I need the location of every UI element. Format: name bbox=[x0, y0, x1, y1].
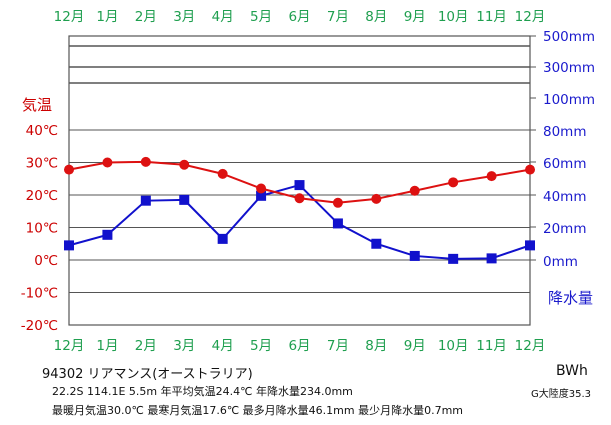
climate-classification: BWh bbox=[556, 363, 588, 379]
temperature-tick-label: 0℃ bbox=[34, 253, 58, 269]
month-label-top: 9月 bbox=[404, 9, 426, 25]
station-extremes: 最暖月気温30.0℃ 最寒月気温17.6℃ 最多月降水量46.1mm 最少月降水… bbox=[52, 404, 464, 417]
temperature-point bbox=[256, 183, 267, 194]
precip-upper-scale-lines bbox=[69, 45, 530, 84]
month-label-bottom: 8月 bbox=[365, 338, 387, 354]
temperature-point bbox=[448, 177, 459, 188]
temperature-point bbox=[409, 185, 420, 196]
continentality-index: G大陸度35.3 bbox=[531, 389, 592, 400]
month-label-top: 3月 bbox=[173, 9, 195, 25]
precipitation-series bbox=[64, 180, 535, 264]
precipitation-point bbox=[140, 195, 151, 206]
precipitation-point bbox=[525, 240, 535, 251]
precipitation-point bbox=[448, 253, 459, 264]
temperature-axis-label: 気温 bbox=[22, 96, 52, 114]
month-label-top: 4月 bbox=[212, 9, 234, 25]
precipitation-axis-ticks: 500mm300mm200mm100mm80mm60mm40mm20mm0mm bbox=[543, 29, 595, 270]
temperature-axis-ticks: 40℃ 30℃ 20℃ 10℃ 0℃ -10℃ -20℃ bbox=[21, 123, 58, 334]
temperature-tick-label: 30℃ bbox=[26, 156, 58, 172]
precipitation-tick-label: 60mm bbox=[543, 156, 586, 172]
month-label-top: 12月 bbox=[515, 9, 546, 25]
temperature-tick-label: 40℃ bbox=[26, 123, 58, 139]
month-label-top: 10月 bbox=[438, 9, 469, 25]
temperature-series bbox=[64, 156, 535, 208]
bottom-month-labels: 12月 1月 2月 3月 4月 5月 6月 7月 8月 9月 10月 11月 12月 bbox=[54, 338, 546, 354]
precipitation-tick-label: 300mm bbox=[543, 60, 595, 76]
month-label-bottom: 3月 bbox=[173, 338, 195, 354]
precipitation-tick-label: 500mm bbox=[543, 29, 595, 45]
temperature-point bbox=[64, 164, 74, 175]
precipitation-point bbox=[179, 194, 190, 205]
month-label-bottom: 10月 bbox=[438, 338, 469, 354]
month-label-bottom: 9月 bbox=[404, 338, 426, 354]
temperature-tick-label: 10℃ bbox=[26, 221, 58, 237]
precipitation-tick-label: 40mm bbox=[543, 189, 586, 205]
station-name: 94302 リアマンス(オーストラリア) bbox=[42, 367, 253, 382]
precipitation-tick-label: 20mm bbox=[543, 221, 586, 237]
month-label-top: 11月 bbox=[476, 9, 507, 25]
temperature-point bbox=[332, 197, 343, 208]
precipitation-point bbox=[256, 190, 267, 201]
month-label-top: 6月 bbox=[288, 9, 310, 25]
month-label-top: 5月 bbox=[250, 9, 272, 25]
month-label-bottom: 12月 bbox=[515, 338, 546, 354]
precipitation-tick-label: 80mm bbox=[543, 124, 586, 140]
month-label-top: 12月 bbox=[54, 9, 85, 25]
temperature-point bbox=[294, 193, 305, 204]
month-label-bottom: 5月 bbox=[250, 338, 272, 354]
month-label-top: 1月 bbox=[96, 9, 118, 25]
precipitation-axis-label: 降水量 bbox=[548, 289, 593, 307]
precipitation-point bbox=[486, 253, 497, 264]
temperature-point bbox=[140, 156, 151, 167]
month-label-bottom: 4月 bbox=[212, 338, 234, 354]
temperature-point bbox=[371, 193, 382, 204]
month-label-bottom: 7月 bbox=[327, 338, 349, 354]
precipitation-point bbox=[217, 233, 228, 244]
month-label-top: 7月 bbox=[327, 9, 349, 25]
temperature-tick-label: -10℃ bbox=[21, 286, 58, 302]
month-label-bottom: 6月 bbox=[288, 338, 310, 354]
precipitation-point bbox=[409, 250, 420, 261]
month-label-top: 2月 bbox=[135, 9, 157, 25]
month-label-bottom: 11月 bbox=[476, 338, 507, 354]
precipitation-point bbox=[371, 238, 382, 249]
month-label-bottom: 12月 bbox=[54, 338, 85, 354]
station-summary: 22.2S 114.1E 5.5m 年平均気温24.4℃ 年降水量234.0mm bbox=[52, 385, 353, 398]
precipitation-point bbox=[294, 180, 305, 191]
temperature-tick-label: 20℃ bbox=[26, 188, 58, 204]
temperature-point bbox=[179, 159, 190, 170]
month-label-bottom: 2月 bbox=[135, 338, 157, 354]
plot-frame bbox=[68, 35, 531, 326]
temperature-point bbox=[217, 168, 228, 179]
precipitation-point bbox=[102, 229, 113, 240]
precipitation-tick-label: 100mm bbox=[543, 92, 595, 108]
temperature-point bbox=[102, 157, 113, 168]
precipitation-tick-label: 0mm bbox=[543, 254, 578, 270]
month-label-bottom: 1月 bbox=[96, 338, 118, 354]
top-month-labels: 12月 1月 2月 3月 4月 5月 6月 7月 8月 9月 10月 11月 12月 bbox=[54, 9, 546, 25]
temperature-tick-label: -20℃ bbox=[21, 318, 58, 334]
temperature-point bbox=[486, 171, 497, 182]
precipitation-point bbox=[64, 240, 74, 251]
temperature-point bbox=[525, 164, 535, 175]
month-label-top: 8月 bbox=[365, 9, 387, 25]
precipitation-point bbox=[332, 218, 343, 229]
